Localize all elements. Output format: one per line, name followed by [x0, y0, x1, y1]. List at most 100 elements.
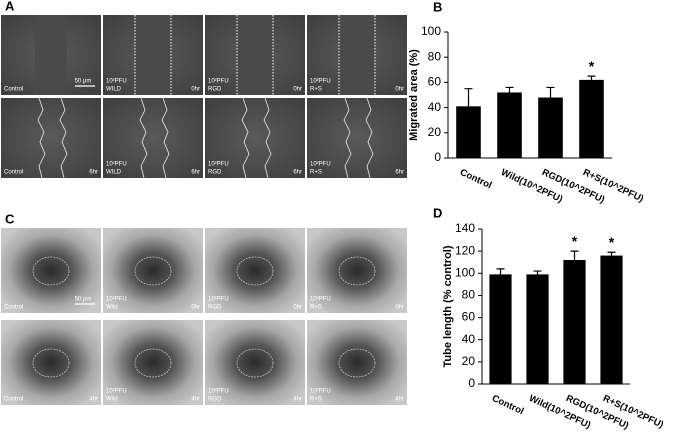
- image-caption: WILD: [106, 170, 122, 176]
- y-axis-label: Tube length (% control): [442, 245, 454, 367]
- image-caption: 10²PFU: [106, 389, 127, 395]
- image-caption: RGD: [208, 305, 222, 311]
- micrograph: 10²PFU R+S 6hr: [307, 97, 407, 179]
- micrograph: Control 50 μm: [1, 15, 101, 95]
- image: [205, 228, 305, 313]
- image-caption: WILD: [106, 87, 122, 93]
- image-caption: R+S: [310, 87, 322, 93]
- vessel-ring: [236, 256, 274, 286]
- error-bar: [505, 86, 514, 93]
- y-tick-label: 0: [434, 150, 441, 164]
- significance-marker: *: [609, 234, 615, 250]
- y-tick-label: 100: [455, 265, 475, 279]
- image-caption: 10²PFU: [208, 297, 229, 303]
- wound-edge: [365, 97, 374, 179]
- error-bar: [587, 75, 596, 80]
- image: [1, 320, 101, 405]
- micrograph: Control 6hr: [1, 97, 101, 179]
- y-tick-label: 120: [455, 243, 475, 257]
- vessel-ring: [32, 348, 70, 378]
- y-tick-label: 100: [421, 24, 441, 38]
- micrograph: 10²PFU RGD 4hr: [205, 320, 305, 405]
- image-caption: Control: [4, 397, 23, 403]
- vessel-ring: [32, 256, 70, 286]
- image: [103, 320, 203, 405]
- image-caption: R+S: [310, 397, 322, 403]
- image: [103, 228, 203, 313]
- time-label: 6hr: [395, 170, 404, 176]
- wound-gap: [35, 15, 67, 95]
- image-caption: Wild: [106, 305, 118, 311]
- error-bar: [496, 268, 505, 275]
- time-label: 0hr: [191, 87, 200, 93]
- y-tick-label: 40: [428, 100, 442, 114]
- error-bar: [570, 250, 579, 260]
- wound-edge: [139, 97, 148, 179]
- panel-label: D: [433, 205, 442, 220]
- bar: [600, 255, 623, 384]
- significance-marker: *: [572, 233, 578, 249]
- time-label: 4hr: [293, 397, 302, 403]
- vessel-ring: [134, 348, 172, 378]
- time-label: 4hr: [191, 397, 200, 403]
- x-tick-label: Control: [458, 167, 493, 191]
- y-tick-label: 60: [428, 75, 442, 89]
- image: [1, 228, 101, 313]
- image-caption: RGD: [208, 87, 222, 93]
- y-tick-label: 80: [428, 49, 442, 63]
- time-label: 0hr: [395, 87, 404, 93]
- image-caption: 10²PFU: [310, 389, 331, 395]
- image-caption: 10²PFU: [310, 79, 331, 85]
- micrograph: 10²PFU R+S 0hr: [307, 228, 407, 313]
- image-caption: R+S: [310, 170, 322, 176]
- image-caption: 10²PFU: [310, 162, 331, 168]
- error-bar: [607, 251, 616, 256]
- time-label: 0hr: [293, 87, 302, 93]
- image-caption: 10²PFU: [106, 79, 127, 85]
- image-caption: Wild: [106, 397, 118, 403]
- image-caption: Control: [4, 170, 23, 176]
- micrograph: 10²PFU RGD 0hr: [205, 228, 305, 313]
- bar: [538, 97, 563, 158]
- y-tick-label: 60: [462, 310, 476, 324]
- micrograph: 10²PFU R+S 4hr: [307, 320, 407, 405]
- micrograph: 10²PFU RGD 6hr: [205, 97, 305, 179]
- image-caption: 10²PFU: [208, 79, 229, 85]
- vessel-ring: [236, 348, 274, 378]
- panel-label: C: [5, 211, 15, 226]
- image: [307, 320, 407, 405]
- y-tick-label: 80: [462, 288, 476, 302]
- image-caption: Control: [4, 87, 23, 93]
- wound-gap: [237, 15, 273, 95]
- bar: [497, 92, 522, 158]
- wound-edge: [37, 97, 46, 179]
- wound-edge: [59, 97, 68, 179]
- panel-label: A: [5, 0, 15, 13]
- image: [205, 98, 305, 178]
- error-bar: [533, 270, 542, 275]
- bar: [489, 274, 512, 384]
- image: [205, 320, 305, 405]
- x-tick-label: Control: [490, 393, 525, 417]
- micrograph: 10²PFU WILD 0hr: [103, 15, 203, 95]
- y-tick-label: 20: [428, 125, 442, 139]
- micrograph: Control 4hr: [1, 320, 101, 405]
- y-tick-label: 0: [468, 376, 475, 390]
- time-label: 0hr: [395, 305, 404, 311]
- vessel-ring: [338, 256, 376, 286]
- micrograph: Control 50 μm: [1, 228, 101, 313]
- micrograph: 10²PFU WILD 6hr: [103, 97, 203, 179]
- time-label: 0hr: [293, 305, 302, 311]
- image-caption: Control: [4, 305, 23, 311]
- bar: [456, 106, 481, 158]
- wound-gap: [135, 15, 171, 95]
- time-label: 6hr: [293, 170, 302, 176]
- image-caption: 10²PFU: [106, 162, 127, 168]
- bar: [563, 260, 586, 384]
- scale-label: 50 μm: [75, 79, 92, 85]
- bar: [526, 274, 549, 384]
- wound-edge: [161, 97, 170, 179]
- image-caption: 10²PFU: [310, 297, 331, 303]
- image-caption: 10²PFU: [208, 389, 229, 395]
